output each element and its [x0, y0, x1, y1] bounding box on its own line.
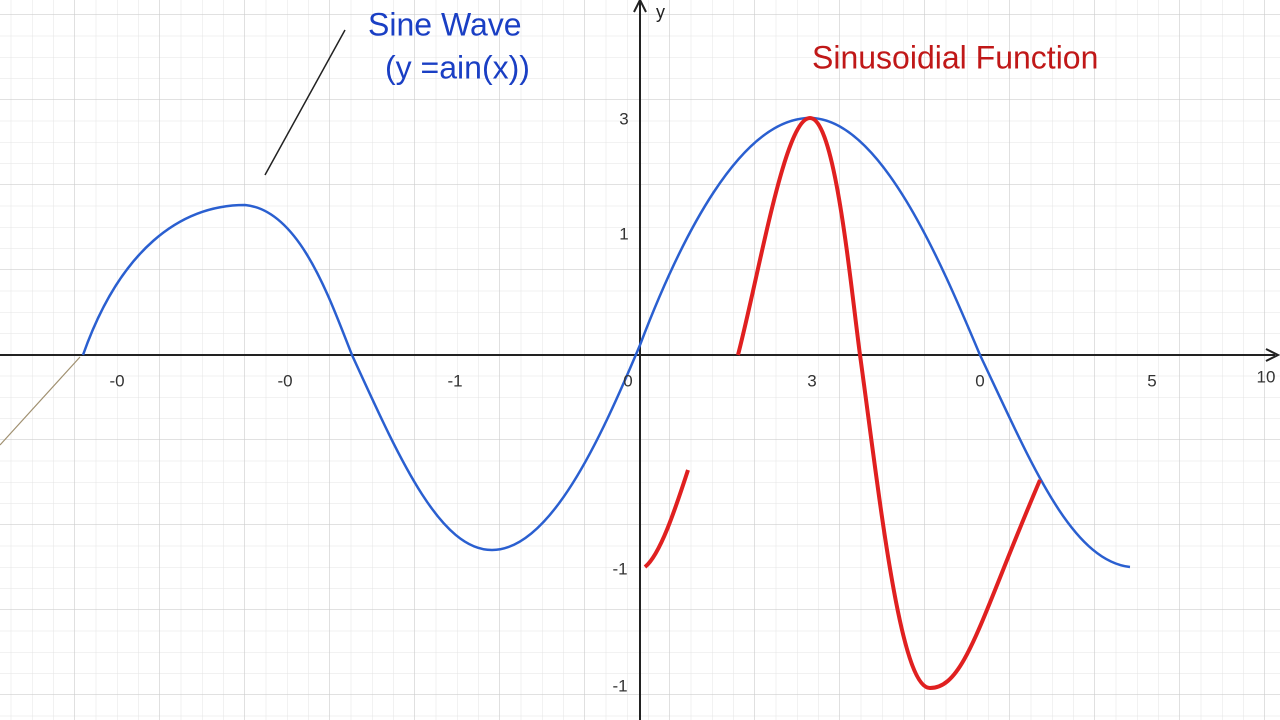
red-curve-segment: [643, 469, 690, 569]
x-tick-label: -0: [109, 371, 124, 390]
stray-line: [0, 356, 81, 446]
x-tick-label: 3: [807, 371, 816, 390]
sine-formula: (y =ain(x)): [385, 49, 530, 85]
y-tick-label: -1: [612, 676, 627, 695]
pointer-line: [264, 29, 346, 176]
y-axis-label: y: [656, 2, 665, 22]
x-tick-label: -1: [447, 371, 462, 390]
sine-curve: [81, 116, 1131, 569]
red-curve: [736, 115, 1042, 691]
y-tick-label: 3: [619, 109, 628, 128]
sine-title: Sine Wave: [368, 6, 522, 42]
red-title: Sinusoidial Function: [812, 39, 1098, 75]
x-tick-label: 10: [1257, 367, 1276, 386]
y-arrow: [633, 0, 647, 13]
x-tick-label: 0: [975, 371, 984, 390]
y-tick-label: -1: [612, 559, 627, 578]
y-tick-label: 1: [619, 224, 628, 243]
x-tick-label: 5: [1147, 371, 1156, 390]
x-tick-label: -0: [277, 371, 292, 390]
x-tick-label: 0: [623, 371, 632, 390]
x-arrow: [1265, 348, 1280, 362]
